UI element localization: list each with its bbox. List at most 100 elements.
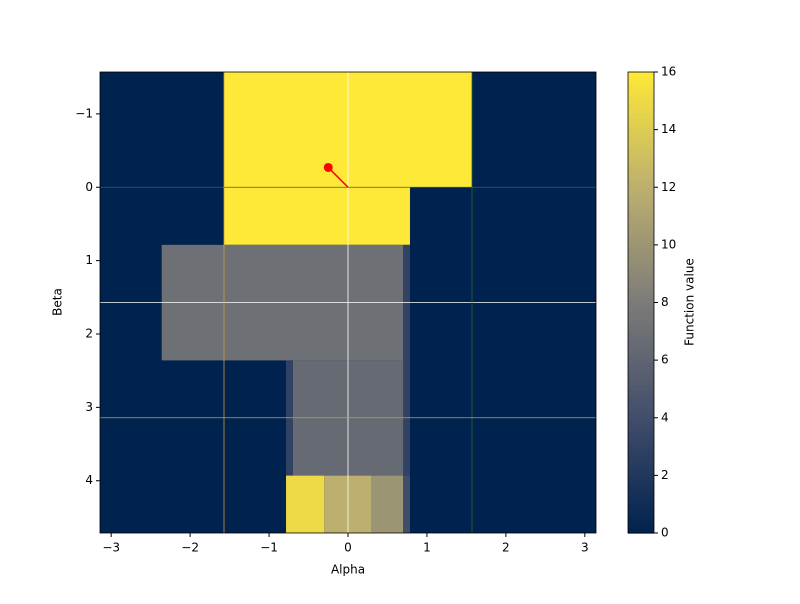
colorbar-slice [628, 145, 654, 151]
x-axis-label: Alpha [331, 563, 365, 577]
colorbar-slice [628, 242, 654, 248]
x-tick-label: 2 [502, 541, 510, 555]
colorbar-slice [628, 205, 654, 211]
colorbar-slice [628, 108, 654, 115]
colorbar-slice [628, 164, 654, 170]
heat-region [371, 475, 404, 533]
colorbar-tick-label: 0 [661, 526, 669, 540]
colorbar-slice [628, 159, 654, 165]
colorbar-slice [628, 376, 654, 382]
colorbar-slice [628, 95, 654, 101]
colorbar-slice [628, 113, 654, 119]
colorbar-slice [628, 357, 654, 364]
colorbar-slice [628, 131, 654, 138]
colorbar-slice [628, 297, 654, 304]
colorbar-slice [628, 523, 654, 529]
colorbar-slice [628, 210, 654, 216]
colorbar-slice [628, 251, 654, 257]
heat-region [223, 187, 410, 245]
colorbar-slice [628, 274, 654, 281]
colorbar-slice [628, 187, 654, 193]
colorbar-slice [628, 279, 654, 285]
colorbar-slice [628, 339, 654, 345]
colorbar-slice [628, 99, 654, 105]
colorbar-slice [628, 514, 654, 520]
colorbar-slice [628, 436, 654, 442]
y-axis-label: Beta [51, 288, 65, 316]
colorbar-slice [628, 477, 654, 483]
colorbar-slice [628, 247, 654, 253]
colorbar-slice [628, 408, 654, 414]
colorbar-slice [628, 302, 654, 308]
colorbar-slice [628, 288, 654, 294]
colorbar-slice [628, 201, 654, 207]
colorbar-slice [628, 385, 654, 391]
colorbar-slice [628, 390, 654, 396]
colorbar-slice [628, 348, 654, 354]
colorbar-slice [628, 182, 654, 188]
colorbar-slice [628, 486, 654, 493]
colorbar-slice [628, 445, 654, 451]
marker-line [327, 166, 349, 188]
colorbar-slice [628, 261, 654, 267]
colorbar-slice [628, 150, 654, 156]
colorbar-slice [628, 307, 654, 313]
colorbar-slice [628, 122, 654, 128]
colorbar-slice [628, 431, 654, 437]
colorbar-slice [628, 500, 654, 506]
x-tick-label: 0 [344, 541, 352, 555]
colorbar-slice [628, 178, 654, 184]
colorbar-slice [628, 72, 654, 78]
colorbar-slice [628, 362, 654, 368]
colorbar-tick-label: 12 [661, 180, 676, 194]
colorbar-slice [628, 450, 654, 456]
colorbar-slice [628, 473, 654, 479]
colorbar-slice [628, 284, 654, 290]
heat-region [286, 475, 325, 533]
colorbar-slice [628, 168, 654, 175]
colorbar-slice [628, 233, 654, 239]
colorbar-slice [628, 256, 654, 262]
heat-region [403, 475, 410, 533]
colorbar-slice [628, 237, 654, 244]
colorbar-slice [628, 196, 654, 202]
colorbar-slice [628, 463, 654, 470]
colorbar-slice [628, 214, 654, 221]
colorbar-slice [628, 81, 654, 87]
colorbar-slice [628, 399, 654, 405]
colorbar-slice [628, 440, 654, 447]
colorbar-label: Function value [683, 258, 697, 346]
y-tick-label: 3 [85, 400, 93, 414]
x-tick-label: −3 [102, 541, 120, 555]
x-tick-label: 3 [581, 541, 589, 555]
colorbar-tick-label: 2 [661, 468, 669, 482]
colorbar-slice [628, 468, 654, 474]
x-tick-label: −1 [260, 541, 278, 555]
colorbar-slice [628, 224, 654, 230]
colorbar-slice [628, 154, 654, 161]
colorbar-slice [628, 482, 654, 488]
colorbar-slice [628, 76, 654, 82]
colorbar-slice [628, 270, 654, 276]
colorbar-slice [628, 265, 654, 271]
colorbar-slice [628, 403, 654, 410]
colorbar-tick-label: 16 [661, 65, 676, 79]
colorbar-slice [628, 173, 654, 179]
colorbar-slice [628, 505, 654, 511]
colorbar-slice [628, 316, 654, 322]
colorbar-slice [628, 459, 654, 465]
colorbar-slice [628, 85, 654, 92]
colorbar-slice [628, 509, 654, 516]
colorbar-slice [628, 320, 654, 327]
colorbar-slice [628, 118, 654, 124]
colorbar-slice [628, 528, 654, 534]
colorbar-slice [628, 141, 654, 147]
colorbar-slice [628, 136, 654, 142]
y-tick-label: 1 [85, 253, 93, 267]
colorbar-tick-label: 6 [661, 353, 669, 367]
colorbar-slice [628, 334, 654, 340]
y-tick-label: 4 [85, 473, 93, 487]
x-tick-label: 1 [423, 541, 431, 555]
colorbar-slice [628, 371, 654, 377]
